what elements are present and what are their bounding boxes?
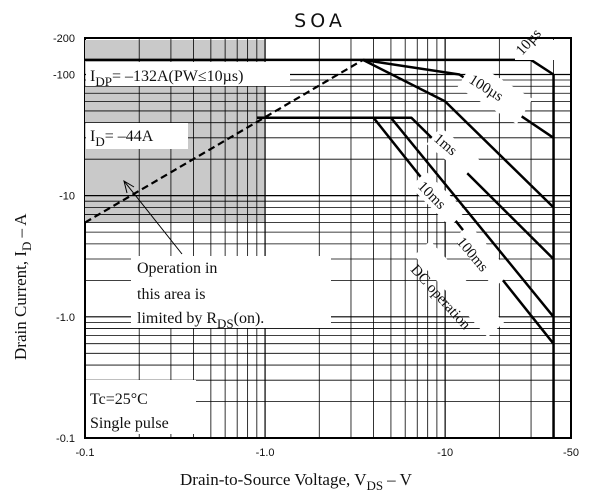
- x-tick-label: -50: [563, 447, 579, 459]
- condition-pulse: Single pulse: [90, 415, 169, 432]
- rds-limit-line: [84, 58, 364, 224]
- conditions-bg: [86, 380, 196, 434]
- condition-temperature: Tc=25°C: [90, 391, 148, 408]
- y-tick-label: -200: [53, 33, 75, 45]
- idp-label-bg: [86, 62, 290, 86]
- y-tick-label: -1.0: [56, 312, 75, 324]
- id-label: ID= –44A: [90, 128, 154, 149]
- annotation-arrowhead: [123, 179, 135, 194]
- rds-annotation-line3: limited by RDS(on).: [137, 310, 264, 331]
- rds-annotation-bg: [131, 256, 331, 328]
- x-tick-label: -0.1: [76, 447, 95, 459]
- y-axis-label: Drain Current, ID– A: [11, 213, 34, 360]
- rds-annotation-line1: Operation in: [137, 260, 217, 277]
- annotation-arrow: [123, 180, 183, 255]
- series-line: [362, 58, 555, 139]
- series-line: [362, 58, 555, 209]
- y-tick-label: -100: [53, 69, 75, 81]
- x-tick-label: -1.0: [256, 447, 275, 459]
- id-label-bg: [86, 123, 188, 149]
- x-tick-label: -10: [437, 447, 453, 459]
- idp-label: IDP= –132A(PW≤10µs): [90, 68, 243, 89]
- y-tick-label: -0.1: [56, 433, 75, 445]
- y-tick-label: -10: [59, 191, 75, 203]
- chart-title: SOA: [294, 10, 346, 32]
- rds-annotation-line2: this area is: [137, 286, 205, 303]
- x-axis-label: Drain-to-Source Voltage, VDS – V: [180, 470, 413, 493]
